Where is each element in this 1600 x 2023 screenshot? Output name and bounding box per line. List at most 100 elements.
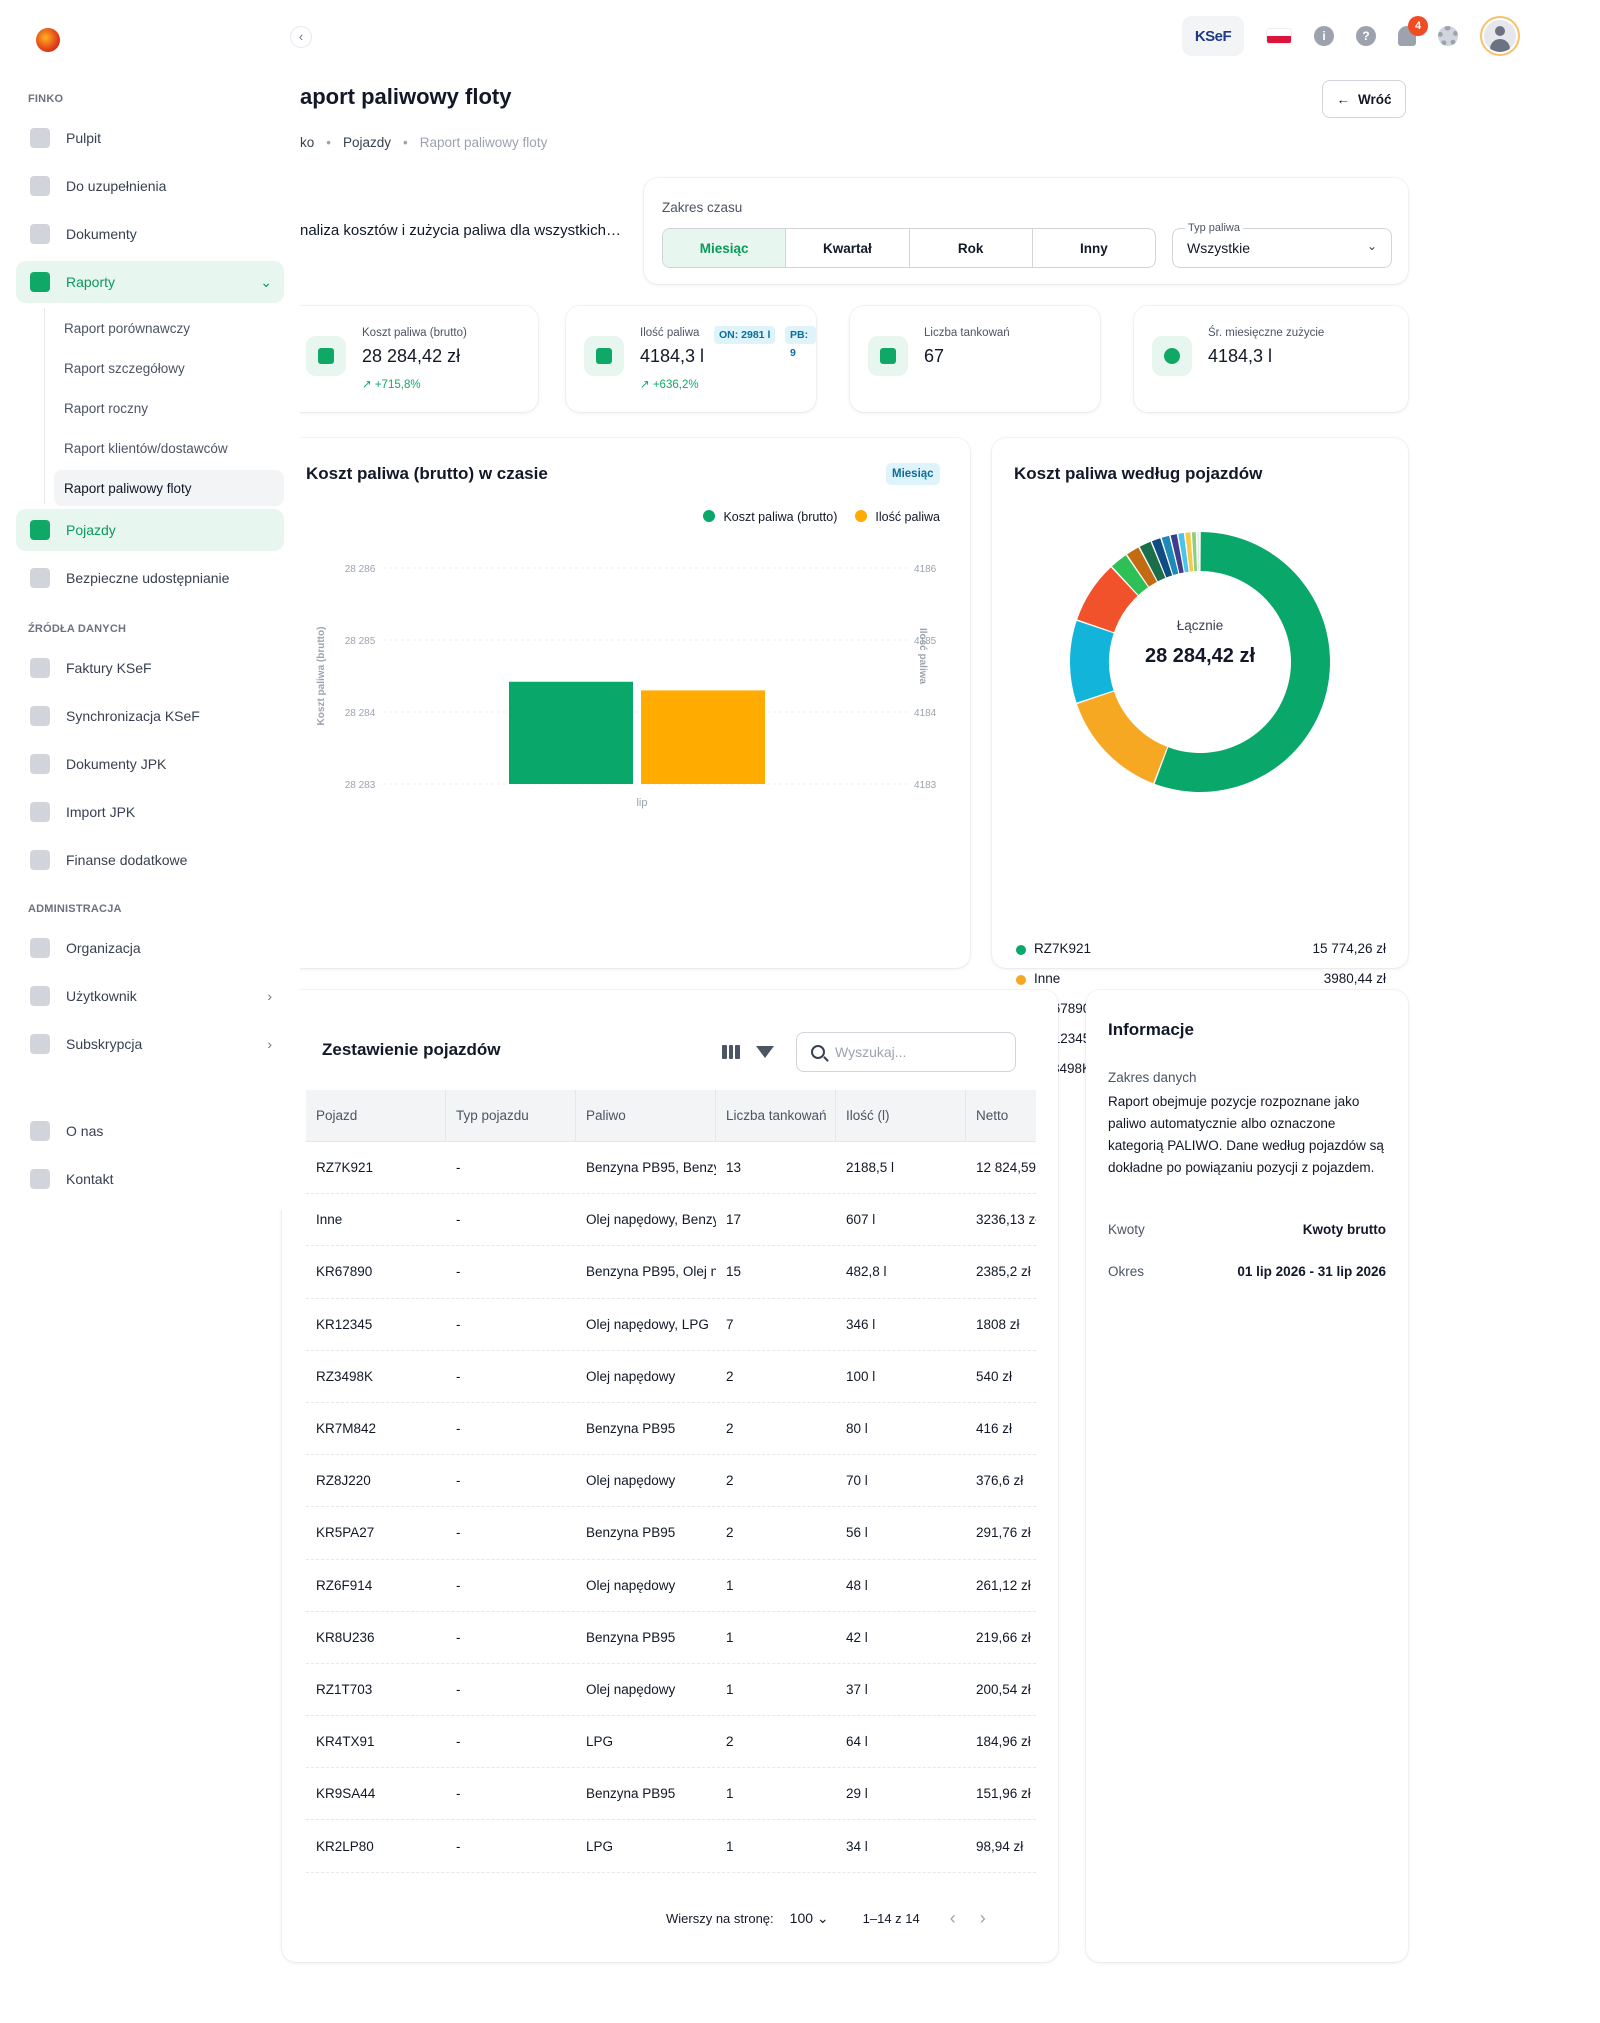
fuel-type-select[interactable]: Typ paliwa Wszystkie ⌄	[1172, 222, 1392, 268]
notification-count-badge: 4	[1408, 16, 1428, 36]
info-key: Kwoty	[1108, 1222, 1145, 1237]
breadcrumb-separator: •	[326, 135, 331, 150]
collapse-sidebar-button[interactable]: ‹	[290, 26, 312, 48]
donut-slice[interactable]	[1077, 567, 1138, 633]
legend-item-volume[interactable]: Ilość paliwa	[855, 510, 940, 524]
table-row[interactable]: RZ7K921 - Benzyna PB95, Benzyna PB98 13 2188…	[306, 1142, 1036, 1195]
donut-center-label: Łącznie	[1176, 618, 1224, 633]
help-icon[interactable]: ?	[1356, 26, 1376, 46]
table-row[interactable]: KR4TX91 - LPG 2 64 l 184,96 zł	[306, 1716, 1036, 1769]
donut-slice[interactable]	[1161, 535, 1179, 576]
sidebar-item-kontakt[interactable]: Kontakt	[16, 1158, 284, 1200]
sidebar-item-organizacja[interactable]: Organizacja	[16, 927, 284, 969]
gear-icon[interactable]	[1438, 26, 1458, 46]
donut-slice[interactable]	[1170, 534, 1184, 574]
sidebar-item-pojazdy[interactable]: Pojazdy	[16, 509, 284, 551]
donut-slice[interactable]	[1070, 620, 1114, 703]
column-header-type[interactable]: Typ pojazdu	[446, 1090, 576, 1141]
column-header-refuels[interactable]: Liczba tankowań	[716, 1090, 836, 1141]
range-option-month[interactable]: Miesiąc	[663, 229, 787, 267]
bell-icon[interactable]: 4	[1398, 16, 1428, 46]
sidebar-item-pulpit[interactable]: Pulpit	[16, 117, 284, 159]
donut-slice[interactable]	[1127, 547, 1157, 587]
table-row[interactable]: KR7M842 - Benzyna PB95 2 80 l 416 zł	[306, 1403, 1036, 1456]
filter-icon[interactable]	[756, 1046, 774, 1058]
sidebar-item-subskrypcja[interactable]: Subskrypcja ›	[16, 1023, 284, 1065]
table-row[interactable]: RZ6F914 - Olej napędowy 1 48 l 261,12 zł	[306, 1560, 1036, 1612]
columns-icon[interactable]	[722, 1045, 741, 1059]
legend-swatch	[1016, 975, 1026, 985]
table-row[interactable]: RZ3498K - Olej napędowy 2 100 l 540 zł	[306, 1351, 1036, 1403]
back-button[interactable]: ← Wróć	[1322, 80, 1406, 118]
app-logo[interactable]	[36, 28, 60, 52]
arrow-left-icon: ←	[1336, 91, 1350, 107]
sidebar-item-dokumenty[interactable]: Dokumenty	[16, 213, 284, 255]
range-option-other[interactable]: Inny	[1079, 240, 1108, 256]
column-header-vehicle[interactable]: Pojazd	[306, 1090, 446, 1141]
donut-slice[interactable]	[1077, 691, 1168, 784]
column-header-net[interactable]: Netto	[976, 1108, 1009, 1123]
column-header-volume[interactable]: Ilość (l)	[836, 1090, 966, 1141]
sidebar-item-bezpieczne[interactable]: Bezpieczne udostępnianie	[16, 557, 284, 599]
sidebar-item-faktury[interactable]: Faktury KSeF	[16, 647, 284, 689]
breadcrumb-item[interactable]: Pojazdy	[343, 135, 392, 150]
avatar[interactable]	[1480, 16, 1520, 56]
table-cell: 482,8 l	[846, 1264, 887, 1280]
ksef-badge[interactable]: KSeF	[1182, 16, 1244, 56]
table-cell: 37 l	[846, 1681, 868, 1697]
table-row[interactable]: KR9SA44 - Benzyna PB95 1 29 l 151,96 zł	[306, 1768, 1036, 1821]
table-row[interactable]: KR2LP80 - LPG 1 34 l 98,94 zł	[306, 1820, 1036, 1873]
table-row[interactable]: RZ8J220 - Olej napędowy 2 70 l 376,6 zł	[306, 1455, 1036, 1508]
sub-item-raport-klientow[interactable]: Raport klientów/dostawców	[64, 440, 228, 456]
donut-legend-item[interactable]: RZ7K921 15 774,26 zł	[1016, 941, 1386, 959]
chart-legend: Koszt paliwa (brutto) Ilość paliwa	[703, 510, 940, 524]
sidebar-item-import-jpk[interactable]: Import JPK	[16, 791, 284, 833]
donut-slice[interactable]	[1151, 538, 1173, 578]
sidebar-item-jpk[interactable]: Dokumenty JPK	[16, 743, 284, 785]
search-input[interactable]	[835, 1044, 985, 1060]
sub-item-raport-paliwowy[interactable]: Raport paliwowy floty	[54, 470, 284, 506]
sidebar-item-label: Synchronizacja KSeF	[66, 708, 200, 724]
table-row[interactable]: KR8U236 - Benzyna PB95 1 42 l 219,66 zł	[306, 1612, 1036, 1664]
prev-page-icon[interactable]: ‹	[949, 1908, 956, 1928]
table-cell: 13	[726, 1160, 742, 1176]
sidebar-item-o-nas[interactable]: O nas	[16, 1110, 284, 1152]
table-row[interactable]: KR67890 - Benzyna PB95, Olej napędowy 15 482…	[306, 1246, 1036, 1299]
donut-legend-item[interactable]: Inne 3980,44 zł	[1016, 971, 1386, 989]
donut-slice[interactable]	[1139, 541, 1166, 582]
sidebar-item-label: Raporty	[66, 274, 116, 290]
sub-item-raport-porownawczy[interactable]: Raport porównawczy	[64, 320, 191, 336]
table-row[interactable]: KR12345 - Olej napędowy, LPG 7 346 l 1808 zł	[306, 1299, 1036, 1351]
donut-slice[interactable]	[1154, 532, 1330, 792]
info-icon[interactable]: i	[1314, 26, 1334, 46]
donut-slice[interactable]	[1185, 532, 1194, 572]
donut-slice[interactable]	[1191, 532, 1197, 572]
donut-slice[interactable]	[1178, 533, 1189, 573]
sidebar-item-raporty[interactable]: Raporty ⌄	[16, 261, 284, 303]
back-button-label: Wróć	[1357, 91, 1392, 107]
dashboard-icon	[30, 128, 50, 148]
sidebar-item-uzytkownik[interactable]: Użytkownik ›	[16, 975, 284, 1017]
donut-slice[interactable]	[1112, 555, 1149, 595]
donut-slice[interactable]	[1197, 532, 1200, 572]
next-page-icon[interactable]: ›	[979, 1908, 986, 1928]
sidebar-item-synchronizacja[interactable]: Synchronizacja KSeF	[16, 695, 284, 737]
sub-item-raport-roczny[interactable]: Raport roczny	[64, 400, 149, 416]
table-row[interactable]: KR5PA27 - Benzyna PB95 2 56 l 291,76 zł	[306, 1507, 1036, 1560]
sidebar-item-do-uzupelnienia[interactable]: Do uzupełnienia	[16, 165, 284, 207]
table-row[interactable]: Inne - Olej napędowy, Benzyna PB95 17 607 l 3…	[306, 1194, 1036, 1247]
sub-item-raport-szczegolowy[interactable]: Raport szczegółowy	[64, 360, 185, 376]
table-cell: 2	[726, 1421, 734, 1437]
breadcrumb-item[interactable]: ko	[300, 135, 315, 150]
column-header-fuel[interactable]: Paliwo	[576, 1090, 716, 1141]
table-cell: 2	[726, 1368, 734, 1384]
rows-per-page-select[interactable]: 100 ⌄	[790, 1910, 829, 1927]
legend-item-cost[interactable]: Koszt paliwa (brutto)	[703, 510, 837, 524]
range-option-year[interactable]: Rok	[910, 229, 1033, 267]
search-box	[796, 1032, 1016, 1072]
sidebar-item-finanse[interactable]: Finanse dodatkowe	[16, 839, 284, 881]
range-option-quarter[interactable]: Kwartał	[786, 229, 910, 267]
table-cell: 29 l	[846, 1786, 868, 1802]
table-row[interactable]: RZ1T703 - Olej napędowy 1 37 l 200,54 zł	[306, 1664, 1036, 1717]
polish-flag-icon[interactable]	[1266, 28, 1292, 44]
